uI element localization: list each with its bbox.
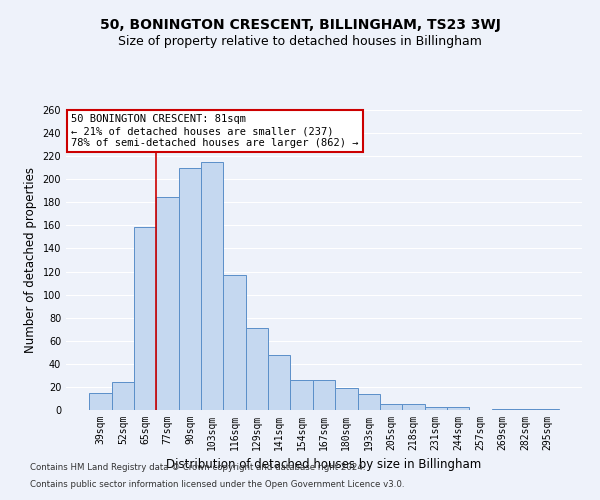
Bar: [335, 388, 358, 410]
Bar: [179, 168, 201, 410]
Bar: [268, 354, 290, 410]
Y-axis label: Number of detached properties: Number of detached properties: [24, 167, 37, 353]
Bar: [536, 409, 559, 410]
Bar: [201, 162, 223, 410]
Bar: [491, 409, 514, 410]
X-axis label: Distribution of detached houses by size in Billingham: Distribution of detached houses by size …: [166, 458, 482, 471]
Bar: [89, 392, 112, 410]
Bar: [447, 406, 469, 410]
Bar: [246, 328, 268, 410]
Bar: [157, 196, 179, 410]
Bar: [514, 409, 536, 410]
Bar: [290, 380, 313, 410]
Text: Contains public sector information licensed under the Open Government Licence v3: Contains public sector information licen…: [30, 480, 404, 489]
Bar: [380, 404, 402, 410]
Text: Contains HM Land Registry data © Crown copyright and database right 2024.: Contains HM Land Registry data © Crown c…: [30, 464, 365, 472]
Bar: [402, 404, 425, 410]
Bar: [425, 406, 447, 410]
Bar: [358, 394, 380, 410]
Text: Size of property relative to detached houses in Billingham: Size of property relative to detached ho…: [118, 35, 482, 48]
Bar: [313, 380, 335, 410]
Bar: [223, 275, 246, 410]
Bar: [134, 226, 157, 410]
Text: 50 BONINGTON CRESCENT: 81sqm
← 21% of detached houses are smaller (237)
78% of s: 50 BONINGTON CRESCENT: 81sqm ← 21% of de…: [71, 114, 359, 148]
Text: 50, BONINGTON CRESCENT, BILLINGHAM, TS23 3WJ: 50, BONINGTON CRESCENT, BILLINGHAM, TS23…: [100, 18, 500, 32]
Bar: [112, 382, 134, 410]
